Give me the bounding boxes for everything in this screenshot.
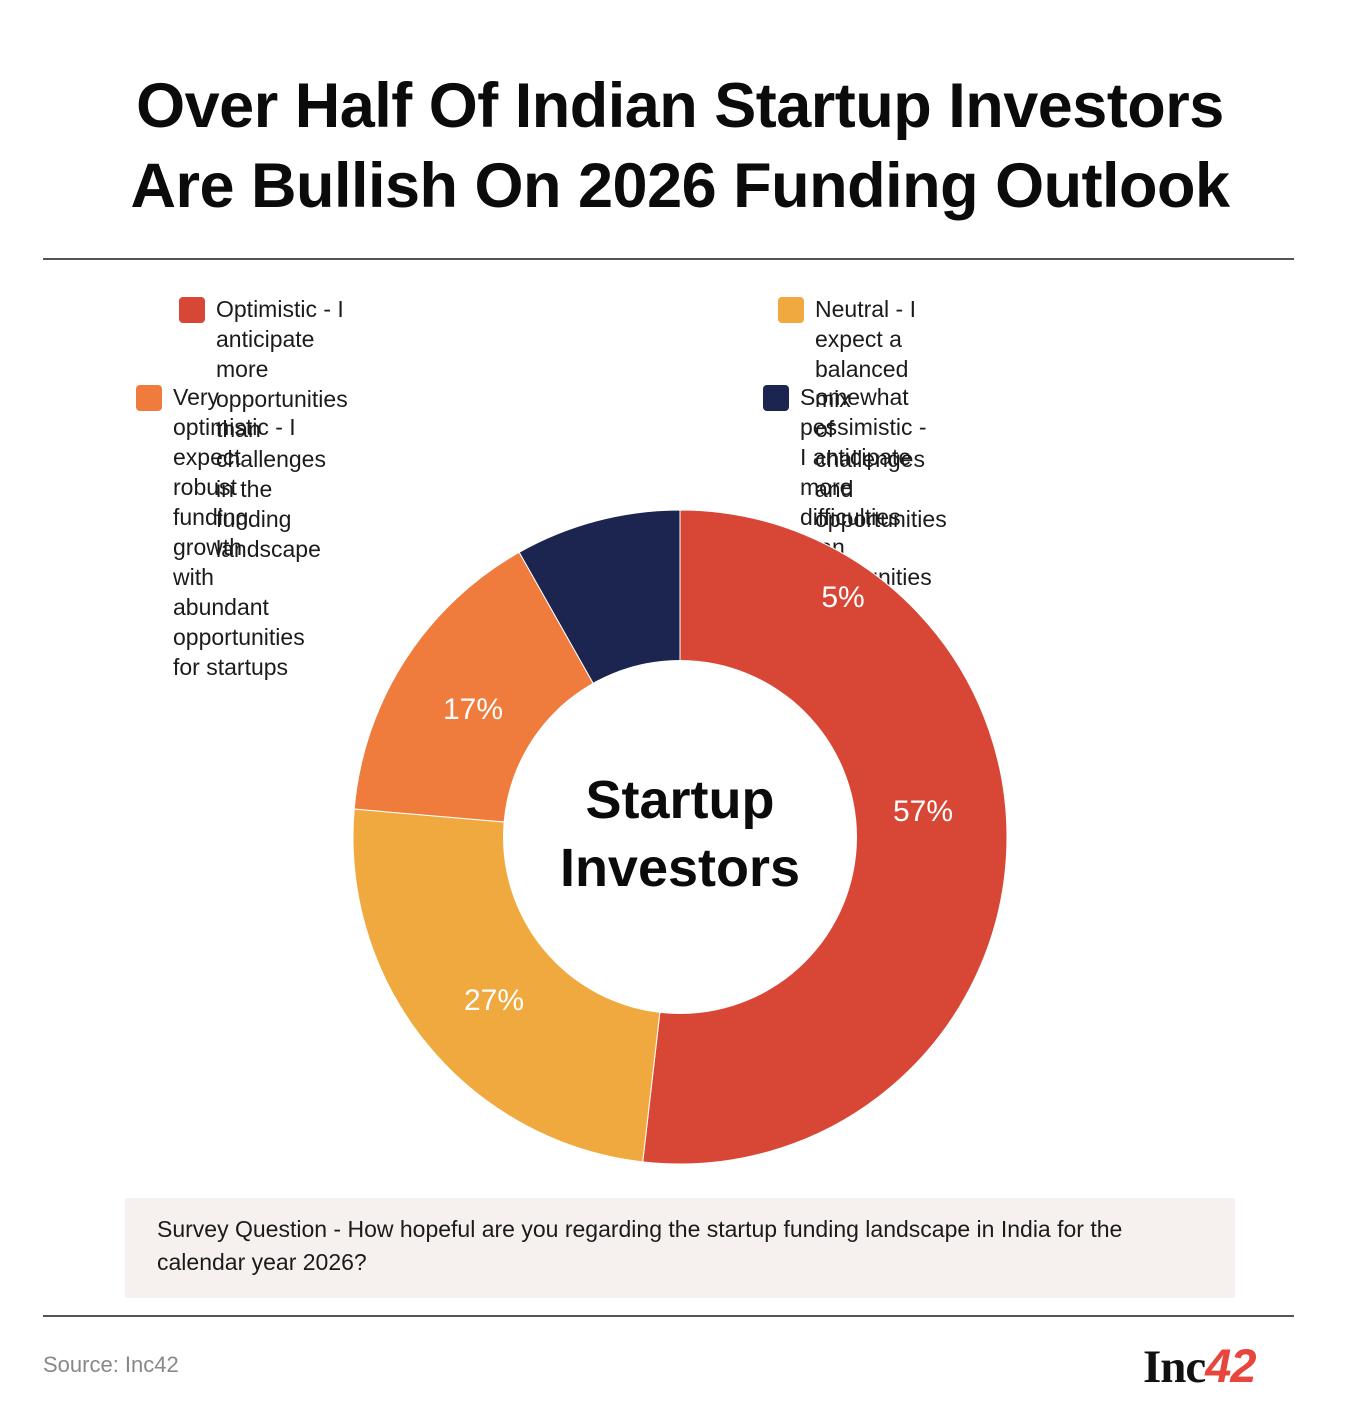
source-label: Source: Inc42 [43,1352,179,1377]
inc42-logo: Inc42 [1143,1338,1257,1394]
legend-swatch-very-optimistic [136,385,162,411]
chart-title: Over Half Of Indian Startup Investors Ar… [40,66,1320,226]
center-label-line-2: Investors [560,838,800,898]
top-divider [43,258,1294,260]
center-label-line-1: Startup [586,770,775,830]
slice-label-extra: 5% [821,581,864,614]
legend-text-neutral: Neutral - I expect a balanced mix of cha… [815,296,947,532]
logo-text: Inc [1143,1341,1206,1393]
logo-number: 42 [1205,1339,1256,1392]
donut-chart: 57% 27% 17% 5% Startup Investors [352,509,1008,1165]
title-line-2: Are Bullish On 2026 Funding Outlook [130,151,1230,221]
slice-label-very-optimistic: 17% [443,693,503,726]
survey-question-box: Survey Question - How hopeful are you re… [125,1198,1235,1298]
legend-text-very-optimistic: Very optimistic - I expect robust fundin… [173,384,305,680]
legend-swatch-somewhat-pessimistic [763,385,789,411]
donut-hole [503,660,857,1014]
legend-swatch-optimistic [179,297,205,323]
slice-label-optimistic: 57% [893,795,953,828]
title-line-1: Over Half Of Indian Startup Investors [136,71,1224,141]
survey-question-text: Survey Question - How hopeful are you re… [157,1216,1123,1275]
slice-label-neutral: 27% [464,984,524,1017]
legend-swatch-neutral [778,297,804,323]
bottom-divider [43,1315,1294,1317]
legend-text-optimistic: Optimistic - I anticipate more opportuni… [216,296,348,562]
